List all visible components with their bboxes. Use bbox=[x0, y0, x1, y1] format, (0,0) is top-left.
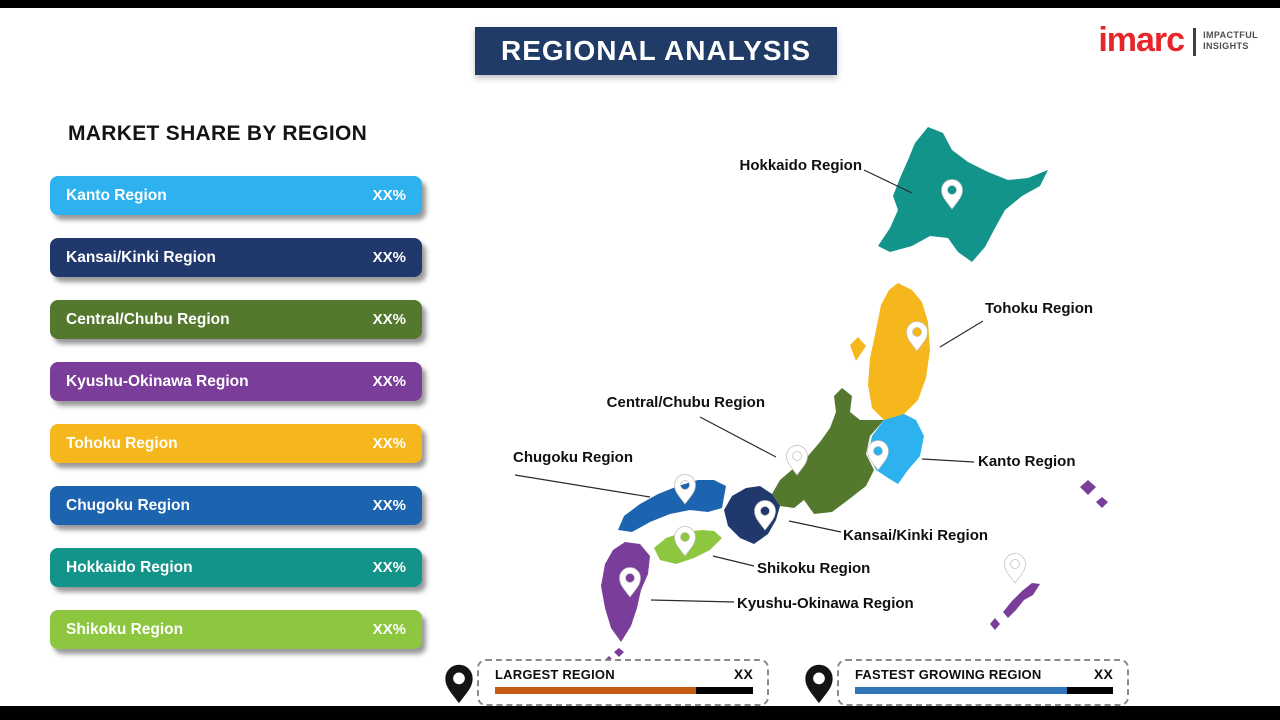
pin-chugoku-icon bbox=[674, 474, 696, 505]
map-region-chubu bbox=[772, 388, 884, 514]
leader-line-chubu bbox=[699, 416, 777, 458]
share-bar-label: Kyushu-Okinawa Region bbox=[66, 372, 249, 390]
legend-fastest-value: XX bbox=[1093, 666, 1113, 682]
bottom-black-strip bbox=[0, 706, 1280, 720]
pin-kanto-icon bbox=[867, 440, 889, 471]
legend-largest-value: XX bbox=[733, 666, 753, 682]
logo-tagline: IMPACTFUL INSIGHTS bbox=[1203, 30, 1258, 53]
share-bar-kyushu: Kyushu-Okinawa Region XX% bbox=[50, 362, 422, 401]
logo-tagline-line2: INSIGHTS bbox=[1203, 41, 1249, 52]
share-bar-label: Central/Chubu Region bbox=[66, 310, 230, 328]
share-bar-value: XX% bbox=[372, 435, 406, 452]
imarc-logo: imarc IMPACTFUL INSIGHTS bbox=[1098, 21, 1258, 59]
share-bar-value: XX% bbox=[372, 249, 406, 266]
logo-tagline-line1: IMPACTFUL bbox=[1203, 30, 1258, 40]
share-bar-value: XX% bbox=[372, 187, 406, 204]
legend-fastest-bar bbox=[855, 687, 1113, 694]
leader-line-shikoku bbox=[712, 555, 755, 567]
pin-kyushu-icon bbox=[619, 567, 641, 598]
share-bar-kansai: Kansai/Kinki Region XX% bbox=[50, 238, 422, 277]
page-title: REGIONAL ANALYSIS bbox=[475, 27, 837, 75]
pin-shikoku-icon bbox=[674, 526, 696, 557]
map-island-okinawa-main bbox=[1003, 583, 1040, 618]
leader-line-kyushu bbox=[650, 599, 735, 603]
map-label-kansai: Kansai/Kinki Region bbox=[843, 527, 989, 544]
legend-largest-region: LARGEST REGION XX bbox=[477, 659, 769, 706]
legend-fastest-bar-primary bbox=[855, 687, 1067, 694]
pin-okinawa-icon bbox=[1004, 553, 1026, 584]
market-share-heading: MARKET SHARE BY REGION bbox=[68, 122, 368, 145]
legend-largest-label: LARGEST REGION bbox=[495, 666, 615, 682]
share-bar-hokkaido: Hokkaido Region XX% bbox=[50, 548, 422, 587]
share-bar-chubu: Central/Chubu Region XX% bbox=[50, 300, 422, 339]
leader-line-chugoku bbox=[514, 474, 651, 498]
share-bar-shikoku: Shikoku Region XX% bbox=[50, 610, 422, 649]
pin-chubu-icon bbox=[786, 445, 808, 476]
legend-largest-bar-primary bbox=[495, 687, 697, 694]
fastest-growing-pin-icon bbox=[805, 664, 833, 704]
legend-largest-bar-secondary bbox=[696, 687, 753, 694]
leader-line-kansai bbox=[788, 520, 842, 533]
page-title-text: REGIONAL ANALYSIS bbox=[500, 35, 811, 66]
map-region-kyushu bbox=[601, 542, 650, 642]
map-label-chugoku: Chugoku Region bbox=[513, 449, 633, 466]
map-region-shikoku bbox=[654, 530, 722, 564]
share-bar-value: XX% bbox=[372, 497, 406, 514]
share-bar-tohoku: Tohoku Region XX% bbox=[50, 424, 422, 463]
map-region-chugoku bbox=[618, 480, 726, 532]
pin-hokkaido-icon bbox=[941, 179, 963, 210]
pin-tohoku-icon bbox=[906, 321, 928, 352]
legend-fastest-growing-region: FASTEST GROWING REGION XX bbox=[837, 659, 1129, 706]
map-label-hokkaido: Hokkaido Region bbox=[739, 157, 862, 174]
legend-largest-bar bbox=[495, 687, 753, 694]
pin-kansai-icon bbox=[754, 500, 776, 531]
map-island-okinawa-1 bbox=[1080, 480, 1096, 495]
map-label-kanto: Kanto Region bbox=[978, 453, 1076, 470]
share-bar-value: XX% bbox=[372, 311, 406, 328]
share-bar-value: XX% bbox=[372, 559, 406, 576]
leader-line-kanto bbox=[921, 458, 975, 463]
map-region-kanto bbox=[868, 414, 924, 484]
leader-line-hokkaido bbox=[863, 169, 913, 194]
share-bar-label: Kanto Region bbox=[66, 186, 167, 204]
map-island-okinawa-3 bbox=[990, 618, 1000, 630]
map-label-kyushu: Kyushu-Okinawa Region bbox=[737, 595, 914, 612]
leader-line-tohoku bbox=[939, 320, 984, 348]
imarc-brand-text: imarc bbox=[1098, 21, 1185, 59]
market-share-list: Kanto Region XX% Kansai/Kinki Region XX%… bbox=[50, 176, 422, 672]
map-island-kyushu-south1 bbox=[614, 648, 624, 657]
legend-fastest-label: FASTEST GROWING REGION bbox=[855, 666, 1042, 682]
map-label-chubu: Central/Chubu Region bbox=[606, 394, 765, 411]
map-label-tohoku: Tohoku Region bbox=[985, 300, 1094, 317]
share-bar-label: Shikoku Region bbox=[66, 620, 184, 638]
logo-divider bbox=[1193, 28, 1197, 56]
map-island-sado bbox=[850, 337, 866, 361]
share-bar-value: XX% bbox=[372, 621, 406, 638]
map-region-hokkaido bbox=[878, 127, 1048, 262]
share-bar-chugoku: Chugoku Region XX% bbox=[50, 486, 422, 525]
top-black-strip bbox=[0, 0, 1280, 8]
map-label-shikoku: Shikoku Region bbox=[757, 560, 871, 577]
legend-fastest-bar-secondary bbox=[1066, 687, 1113, 694]
share-bar-label: Kansai/Kinki Region bbox=[66, 248, 216, 266]
share-bar-kanto: Kanto Region XX% bbox=[50, 176, 422, 215]
share-bar-label: Tohoku Region bbox=[66, 434, 178, 452]
map-region-kansai bbox=[724, 486, 780, 544]
largest-region-pin-icon bbox=[445, 664, 473, 704]
share-bar-value: XX% bbox=[372, 373, 406, 390]
share-bar-label: Chugoku Region bbox=[66, 496, 190, 514]
share-bar-label: Hokkaido Region bbox=[66, 558, 193, 576]
map-island-okinawa-2 bbox=[1096, 497, 1108, 508]
map-region-tohoku bbox=[868, 283, 930, 420]
